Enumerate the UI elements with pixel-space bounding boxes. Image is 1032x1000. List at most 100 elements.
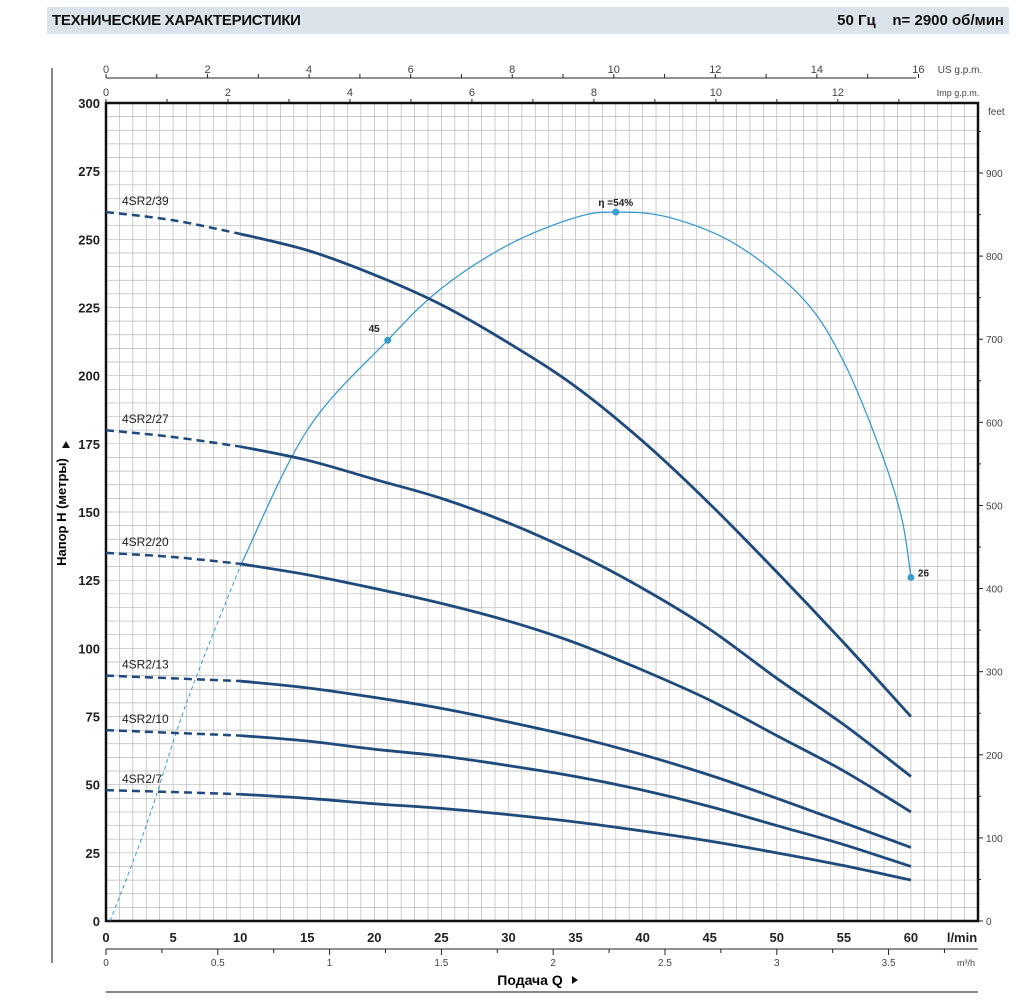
series-label: 4SR2/7 xyxy=(122,772,162,786)
efficiency-curve xyxy=(239,211,912,578)
series-label: 4SR2/13 xyxy=(122,658,169,672)
header-speed: 50 Гц n= 2900 об/мин xyxy=(837,12,1004,29)
series-label: 4SR2/39 xyxy=(122,194,169,208)
header-bar: ТЕХНИЧЕСКИЕ ХАРАКТЕРИСТИКИ 50 Гц n= 2900… xyxy=(47,7,1009,34)
efficiency-point xyxy=(384,336,392,344)
header-title: ТЕХНИЧЕСКИЕ ХАРАКТЕРИСТИКИ xyxy=(52,12,301,29)
pump-curve xyxy=(240,679,912,849)
imp-gpm-tick-label: 2 xyxy=(225,87,231,99)
efficiency-label: 45 xyxy=(369,324,381,335)
series-label: 4SR2/10 xyxy=(122,712,169,726)
y-tick-label: 25 xyxy=(86,846,100,861)
feet-tick-label: 600 xyxy=(986,418,1003,429)
us-gpm-tick-label: 14 xyxy=(811,64,823,76)
m3h-unit-label: m³/h xyxy=(957,958,975,968)
feet-unit-label: feet xyxy=(988,107,1005,118)
efficiency-point xyxy=(612,208,620,216)
pump-curve-dashed xyxy=(105,210,241,236)
x-tick-label: 0 xyxy=(102,930,109,945)
series-label: 4SR2/27 xyxy=(122,412,169,426)
x-tick-label: 50 xyxy=(770,930,784,945)
pump-curve xyxy=(239,562,912,814)
us-gpm-tick-label: 8 xyxy=(509,64,515,76)
m3h-tick-label: 3 xyxy=(774,958,780,969)
imp-gpm-tick-label: 8 xyxy=(591,87,597,99)
imp-gpm-tick-label: 4 xyxy=(347,87,353,99)
series-label: 4SR2/20 xyxy=(122,535,169,549)
efficiency-label: η =54% xyxy=(598,198,633,209)
feet-tick-label: 400 xyxy=(986,585,1003,596)
m3h-tick-label: 1.5 xyxy=(434,958,448,969)
feet-tick-label: 100 xyxy=(986,834,1003,845)
y-tick-label: 250 xyxy=(78,232,100,247)
imp-gpm-tick-label: 0 xyxy=(103,87,109,99)
us-gpm-tick-label: 12 xyxy=(709,64,721,76)
pump-curve xyxy=(239,445,912,778)
pump-curve xyxy=(239,232,912,718)
y-tick-label: 100 xyxy=(78,641,100,656)
y-tick-label: 175 xyxy=(78,437,100,452)
feet-tick-label: 700 xyxy=(986,335,1003,346)
feet-tick-label: 500 xyxy=(986,501,1003,512)
efficiency-point xyxy=(907,573,915,581)
y-tick-label: 50 xyxy=(86,778,100,793)
x-tick-label: 25 xyxy=(434,930,448,945)
feet-tick-label: 300 xyxy=(986,668,1003,679)
x-tick-label: 20 xyxy=(367,930,381,945)
y-tick-label: 300 xyxy=(78,96,100,111)
m3h-tick-label: 0.5 xyxy=(211,958,225,969)
feet-tick-label: 200 xyxy=(986,751,1003,762)
feet-tick-label: 0 xyxy=(986,917,992,928)
feet-tick-label: 800 xyxy=(986,252,1003,263)
pump-curve xyxy=(240,734,912,868)
us-gpm-tick-label: 10 xyxy=(608,64,620,76)
us-gpm-unit-label: US g.p.m. xyxy=(938,65,982,76)
imp-gpm-tick-label: 12 xyxy=(832,87,844,99)
plot-frame xyxy=(104,101,980,923)
x-tick-label: 10 xyxy=(233,930,247,945)
efficiency-label: 26 xyxy=(918,568,930,579)
us-gpm-tick-label: 0 xyxy=(103,64,109,76)
pump-curve-dashed xyxy=(105,788,241,796)
x-unit-label: l/min xyxy=(947,930,977,945)
efficiency-curve-dashed xyxy=(109,566,241,922)
y-tick-label: 125 xyxy=(78,573,100,588)
x-tick-label: 30 xyxy=(501,930,515,945)
y-axis-label: Напор H (метры) xyxy=(54,458,69,566)
pump-curve-dashed xyxy=(105,674,241,683)
x-axis-label: Подача Q xyxy=(497,972,563,988)
m3h-tick-label: 3.5 xyxy=(882,958,896,969)
x-axis-arrow-icon xyxy=(572,976,578,984)
m3h-tick-label: 1 xyxy=(327,958,333,969)
y-tick-label: 200 xyxy=(78,369,100,384)
m3h-tick-label: 0 xyxy=(103,958,109,969)
x-tick-label: 45 xyxy=(702,930,716,945)
imp-gpm-unit-label: Imp g.p.m. xyxy=(937,88,980,98)
x-tick-label: 60 xyxy=(904,930,918,945)
y-tick-label: 150 xyxy=(78,505,100,520)
imp-gpm-tick-label: 10 xyxy=(710,87,722,99)
x-tick-label: 15 xyxy=(300,930,314,945)
us-gpm-tick-label: 6 xyxy=(408,64,414,76)
m3h-tick-label: 2 xyxy=(550,958,556,969)
us-gpm-tick-label: 2 xyxy=(204,64,210,76)
x-tick-label: 5 xyxy=(169,930,176,945)
y-tick-label: 75 xyxy=(86,710,100,725)
feet-tick-label: 900 xyxy=(986,169,1003,180)
frequency: 50 Гц xyxy=(837,12,876,29)
rotation-speed: n= 2900 об/мин xyxy=(892,12,1004,29)
x-tick-label: 55 xyxy=(837,930,851,945)
y-tick-label: 275 xyxy=(78,164,100,179)
y-tick-label: 0 xyxy=(93,914,100,929)
pump-curve xyxy=(240,792,912,882)
y-tick-label: 225 xyxy=(78,301,100,316)
pump-curve-dashed xyxy=(105,428,241,448)
us-gpm-tick-label: 4 xyxy=(306,64,312,76)
imp-gpm-tick-label: 6 xyxy=(469,87,475,99)
x-tick-label: 40 xyxy=(635,930,649,945)
us-gpm-tick-label: 16 xyxy=(912,64,924,76)
pump-curve-dashed xyxy=(105,551,241,566)
x-tick-label: 35 xyxy=(568,930,582,945)
pump-curve-dashed xyxy=(105,728,241,737)
